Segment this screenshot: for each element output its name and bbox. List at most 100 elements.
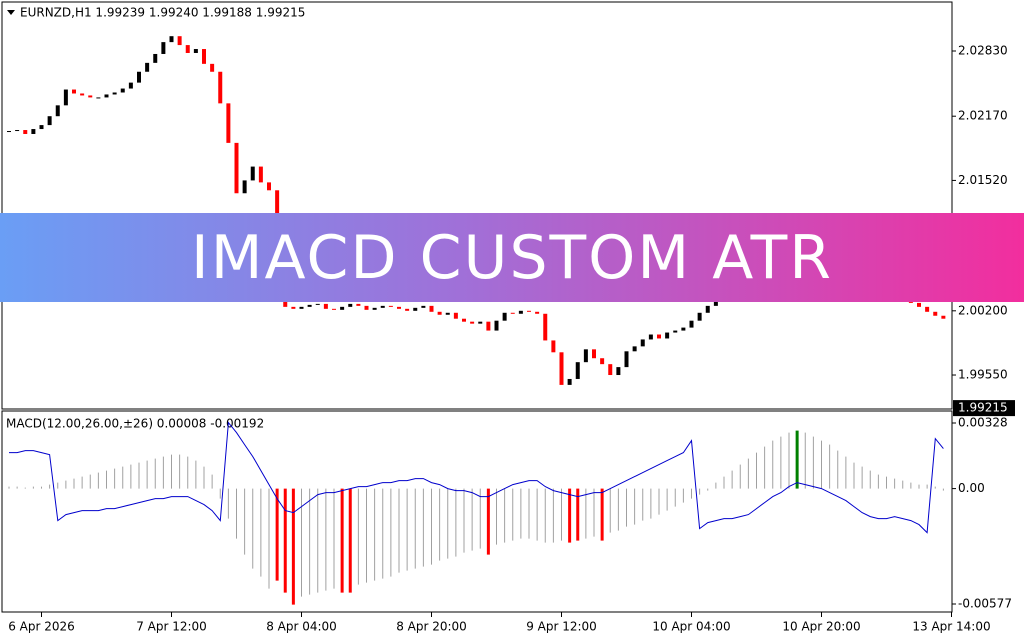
y-tick-label: 0.00: [958, 481, 985, 495]
macd-title: MACD(12.00,26.00,±26) 0.00008 -0.00192: [6, 417, 264, 431]
candle: [592, 349, 596, 359]
candle: [681, 327, 686, 331]
candle: [941, 315, 946, 319]
macd-pane: [1, 410, 953, 613]
candle: [518, 310, 523, 314]
candle: [535, 311, 540, 314]
candle: [689, 320, 694, 328]
candle: [388, 305, 393, 307]
chart-title: EURNZD,H1 1.99239 1.99240 1.99188 1.9921…: [20, 6, 305, 20]
candle: [234, 142, 239, 194]
candle: [153, 53, 158, 63]
candle: [437, 311, 442, 315]
candle: [340, 306, 345, 310]
x-tick-label: 8 Apr 04:00: [266, 620, 337, 634]
candle: [112, 92, 117, 95]
candle: [307, 304, 312, 307]
candle: [445, 312, 450, 315]
candle: [161, 42, 166, 54]
candle: [405, 308, 410, 311]
candle: [120, 88, 125, 93]
y-tick-label: 1.99550: [958, 368, 1008, 382]
candle: [648, 334, 653, 340]
candle: [624, 351, 629, 368]
candle: [527, 310, 531, 312]
y-tick-label: 2.02830: [958, 44, 1008, 58]
candle: [632, 346, 637, 352]
candle: [616, 367, 621, 376]
candle: [299, 306, 304, 309]
candle: [80, 93, 85, 96]
candle: [202, 49, 206, 64]
candle: [315, 303, 320, 305]
banner-title: IMACD CUSTOM ATR: [191, 222, 833, 293]
signal-line: [9, 421, 944, 534]
candle: [226, 103, 231, 143]
price-pane: [1, 1, 953, 410]
candle: [96, 97, 101, 99]
candle: [583, 349, 588, 363]
x-tick-label: 9 Apr 12:00: [526, 620, 597, 634]
candle: [478, 321, 483, 324]
last-price-box: [953, 400, 1015, 417]
candle: [72, 89, 76, 94]
candle: [193, 49, 198, 53]
candle: [413, 307, 418, 311]
candle: [567, 378, 572, 385]
candle: [250, 166, 255, 181]
candle: [39, 125, 44, 130]
candle: [925, 306, 930, 312]
x-tick-label: 8 Apr 20:00: [396, 620, 467, 634]
candle: [640, 339, 645, 347]
candle: [453, 312, 458, 319]
candle: [657, 334, 661, 339]
y-tick-label: 2.00200: [958, 303, 1008, 317]
candle: [88, 95, 93, 98]
y-tick-label: 2.02170: [958, 109, 1008, 123]
candle: [397, 306, 401, 309]
candle: [575, 362, 580, 379]
candle: [380, 305, 385, 308]
candle: [348, 303, 353, 307]
candle: [356, 303, 361, 306]
x-tick-label: 13 Apr 14:00: [912, 620, 990, 634]
candle: [543, 313, 548, 341]
candle: [917, 302, 921, 307]
menu-arrow[interactable]: [7, 10, 15, 15]
candle: [7, 131, 11, 133]
candle: [494, 320, 499, 331]
candle: [104, 94, 109, 98]
y-tick-label: -0.00577: [958, 597, 1012, 611]
candle: [177, 36, 182, 46]
candle: [169, 36, 174, 43]
candle: [291, 306, 296, 309]
candle: [486, 321, 491, 331]
candle: [372, 307, 377, 310]
candle: [218, 71, 223, 104]
candle: [332, 308, 336, 310]
candle: [283, 298, 288, 307]
candle: [63, 89, 68, 106]
banner: IMACD CUSTOM ATR: [0, 213, 1024, 302]
candle: [697, 312, 702, 321]
x-tick-label: 10 Apr 04:00: [652, 620, 730, 634]
candle: [673, 330, 678, 333]
candle: [242, 180, 247, 194]
candle: [31, 129, 36, 134]
candle: [600, 358, 605, 365]
candle: [665, 332, 670, 339]
candle: [55, 105, 60, 117]
y-tick-label: 0.00328: [958, 416, 1008, 430]
candle: [421, 305, 426, 308]
candle: [23, 130, 28, 134]
candle: [429, 305, 434, 312]
candle: [933, 311, 938, 316]
candle: [210, 63, 215, 72]
candle: [137, 71, 141, 83]
last-price-label: 1.99215: [958, 401, 1008, 415]
x-tick-label: 6 Apr 2026: [8, 620, 75, 634]
candle: [267, 182, 271, 191]
candle: [705, 305, 710, 313]
